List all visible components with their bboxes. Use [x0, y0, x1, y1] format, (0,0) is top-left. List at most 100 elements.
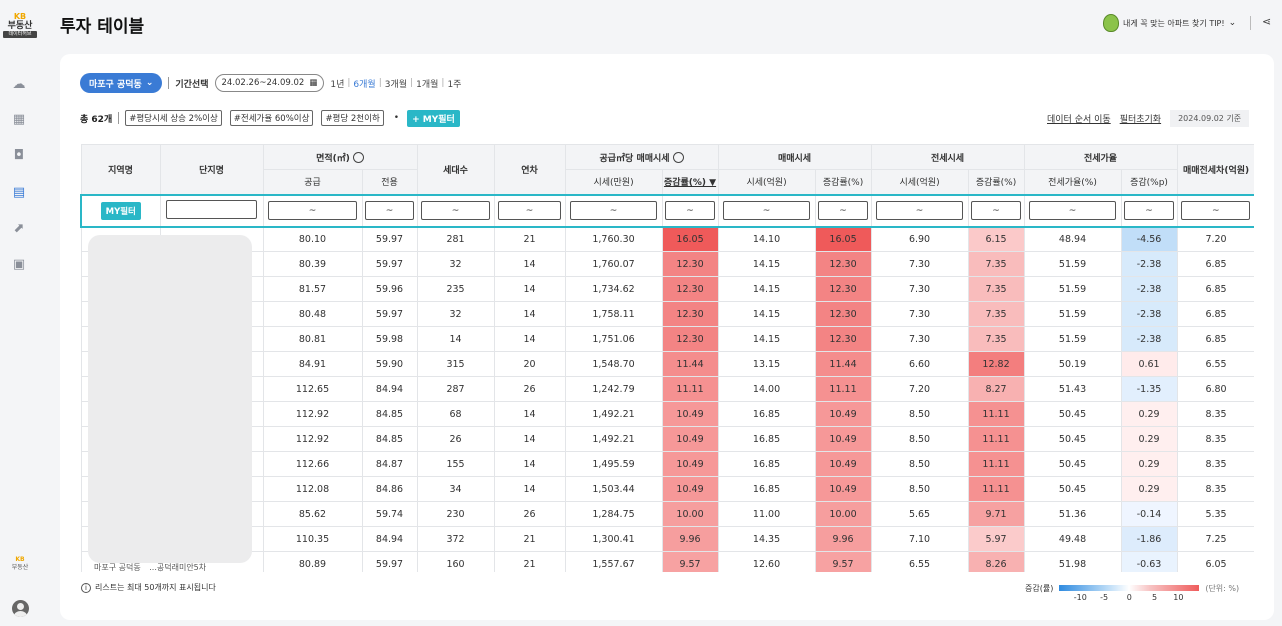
my-filter-tag[interactable]: MY필터 [100, 201, 141, 220]
reset-filter-link[interactable]: 필터초기화 [1119, 115, 1162, 125]
table-icon[interactable]: ▤ [12, 184, 26, 200]
cell-gap: 6.85 [1176, 301, 1254, 327]
bottom-kb-logo[interactable]: KB 부동산 [8, 556, 32, 572]
range-filter-input[interactable]: ~ [421, 201, 490, 220]
table-row[interactable]: 112.66 84.87 155 14 1,495.59 10.49 16.85 10.49 8… [80, 451, 1254, 477]
tip-dropdown[interactable]: 내게 꼭 맞는 아파트 찾기 TIP! ⌄ [1103, 14, 1236, 32]
cell-gap: 7.25 [1176, 526, 1254, 552]
header-ratio-value[interactable]: 전세가율(%) [1023, 169, 1122, 195]
header-jeonse-change[interactable]: 증감률(%) [967, 169, 1025, 195]
range-filter-input[interactable]: ~ [1181, 201, 1251, 220]
range-filter-input[interactable]: ~ [1029, 201, 1116, 220]
table-row[interactable]: 85.62 59.74 230 26 1,284.75 10.00 11.00 10.00 5.… [80, 501, 1254, 527]
cell-price-per-change: 10.49 [661, 401, 719, 427]
complex-search-input[interactable] [165, 199, 258, 219]
header-ratio-change[interactable]: 증감(%p) [1120, 169, 1178, 195]
header-jeonse-value[interactable]: 시세(억원) [870, 169, 969, 195]
cell-sale-value: 14.15 [717, 251, 816, 277]
range-filter-input[interactable]: ~ [971, 201, 1021, 220]
user-avatar-icon[interactable] [12, 600, 29, 617]
my-filter-button[interactable]: + MY필터 [407, 109, 460, 127]
range-filter-input[interactable]: ~ [498, 201, 562, 220]
period-3m[interactable]: 3개월 [384, 79, 408, 90]
filter-tag[interactable]: #전세가율 60%이상 [229, 110, 314, 126]
cell-price-per-value: 1,758.11 [564, 301, 663, 327]
table-row[interactable]: 84.91 59.90 315 20 1,548.70 11.44 13.15 11.44 6.… [80, 351, 1254, 377]
kb-logo[interactable]: KB 부동산 데이터허브 [3, 12, 37, 38]
cell-ratio-value: 51.59 [1023, 276, 1122, 302]
cell-gap: 6.05 [1176, 551, 1254, 572]
table-row[interactable]: 80.10 59.97 281 21 1,760.30 16.05 14.10 16.05 6.… [80, 226, 1254, 252]
header-exclusive[interactable]: 전용 [361, 169, 418, 195]
header-sale-value[interactable]: 시세(억원) [717, 169, 816, 195]
table-row[interactable]: 80.48 59.97 32 14 1,758.11 12.30 14.15 12.30 7.3… [80, 301, 1254, 327]
table-row[interactable]: 112.65 84.94 287 26 1,242.79 11.11 14.00 11.11 7… [80, 376, 1254, 402]
cell-price-per-value: 1,242.79 [564, 376, 663, 402]
cell-ratio-value: 50.45 [1023, 451, 1122, 477]
cell-gap: 8.35 [1176, 451, 1254, 477]
logo-hub: 데이터허브 [3, 31, 37, 38]
page-title: 투자 테이블 [60, 17, 145, 37]
filter-cell: ~ [870, 193, 969, 228]
eye-toggle-icon[interactable] [352, 151, 364, 163]
filter-tag[interactable]: #평당 2천이하 [321, 110, 384, 126]
range-filter-input[interactable]: ~ [665, 201, 715, 220]
cell-jeonse-value: 7.10 [870, 526, 969, 552]
date-range-picker[interactable]: 24.02.26~24.09.02 ▦ [214, 74, 325, 92]
cell-sale-value: 16.85 [717, 476, 816, 502]
cell-sale-change: 11.44 [814, 351, 872, 377]
range-filter-input[interactable]: ~ [818, 201, 868, 220]
header-price-per-value[interactable]: 시세(만원) [564, 169, 663, 195]
table-row[interactable]: 112.92 84.85 26 14 1,492.21 10.49 16.85 10.49 8.… [80, 426, 1254, 452]
cell-exclusive: 84.85 [361, 401, 418, 427]
filter-tag[interactable]: #평당시세 상승 2%이상 [125, 110, 222, 126]
chart-icon[interactable]: ⬈ [13, 220, 25, 236]
cell-households: 34 [416, 476, 495, 502]
cell-households: 287 [416, 376, 495, 402]
cell-price-per-change: 12.30 [661, 301, 719, 327]
dashboard-icon[interactable]: ▦ [12, 111, 26, 127]
header-sale-change[interactable]: 증감률(%) [814, 169, 872, 195]
region-select[interactable]: 마포구 공덕동 ⌄ [80, 73, 163, 93]
cell-sale-value: 12.60 [717, 551, 816, 572]
legend-unit: (단위: %) [1205, 584, 1240, 593]
cell-gap: 6.85 [1176, 276, 1254, 302]
table-row[interactable]: 80.39 59.97 32 14 1,760.07 12.30 14.15 12.30 7.3… [80, 251, 1254, 277]
cell-households: 26 [416, 426, 495, 452]
weather-icon[interactable]: ☁ [12, 76, 26, 92]
cell-price-per-value: 1,284.75 [564, 501, 663, 527]
table-row[interactable]: 110.35 84.94 372 21 1,300.41 9.96 14.35 9.96 7.1… [80, 526, 1254, 552]
cell-jeonse-change: 7.35 [967, 301, 1025, 327]
filter-cell: ~ [814, 193, 872, 228]
period-1y[interactable]: 1년 [330, 79, 345, 90]
table-row[interactable]: 80.81 59.98 14 14 1,751.06 12.30 14.15 12.30 7.3… [80, 326, 1254, 352]
cell-jeonse-change: 7.35 [967, 276, 1025, 302]
report-icon[interactable]: ▣ [12, 256, 26, 272]
cell-supply: 81.57 [262, 276, 363, 302]
header-area-label: 면적(㎡) [316, 153, 350, 164]
table-row[interactable]: 112.08 84.86 34 14 1,503.44 10.49 16.85 10.49 8.… [80, 476, 1254, 502]
table-row[interactable]: 80.89 59.97 160 21 1,557.67 9.57 12.60 9.57 6.55… [80, 551, 1254, 572]
header-supply[interactable]: 공급 [262, 169, 363, 195]
header-price-per-change[interactable]: 증감률(%) ▼ [661, 169, 719, 195]
table-row[interactable]: 81.57 59.96 235 14 1,734.62 12.30 14.15 12.30 7.… [80, 276, 1254, 302]
period-1w[interactable]: 1주 [447, 79, 462, 90]
range-filter-input[interactable]: ~ [268, 201, 357, 220]
period-6m[interactable]: 6개월 [353, 79, 376, 90]
cell-supply: 84.91 [262, 351, 363, 377]
reorder-data-link[interactable]: 데이터 순서 이동 [1047, 115, 1111, 125]
ai-icon[interactable]: ◘ [13, 147, 25, 163]
table-row[interactable]: 112.92 84.85 68 14 1,492.21 10.49 16.85 10.49 8.… [80, 401, 1254, 427]
period-1m[interactable]: 1개월 [416, 79, 439, 90]
range-filter-input[interactable]: ~ [365, 201, 414, 220]
header-jeonse-ratio: 전세가율 [1023, 144, 1178, 170]
range-filter-input[interactable]: ~ [1124, 201, 1174, 220]
eye-toggle-icon[interactable] [672, 151, 684, 163]
range-filter-input[interactable]: ~ [876, 201, 963, 220]
range-filter-input[interactable]: ~ [570, 201, 657, 220]
logo-kb: KB [13, 12, 27, 21]
cell-age: 14 [493, 401, 566, 427]
cell-price-per-change: 10.49 [661, 451, 719, 477]
share-icon[interactable]: ⋖ [1262, 15, 1272, 28]
range-filter-input[interactable]: ~ [723, 201, 810, 220]
